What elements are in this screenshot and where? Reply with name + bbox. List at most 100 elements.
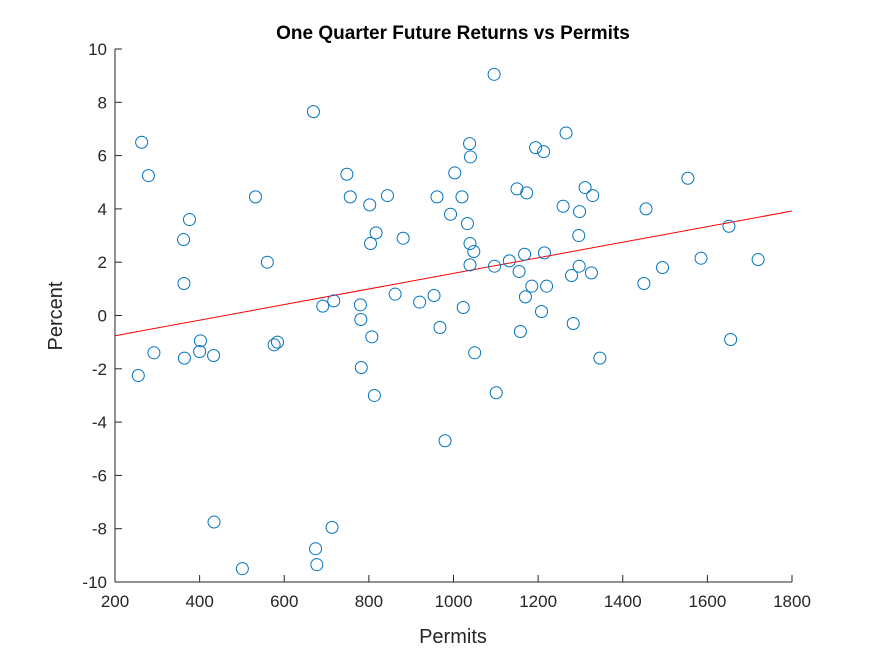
- data-point: [487, 67, 501, 81]
- data-point: [207, 348, 221, 362]
- data-point: [438, 434, 452, 448]
- data-point: [502, 254, 516, 268]
- data-point: [637, 277, 651, 291]
- data-point: [316, 299, 330, 313]
- data-point: [525, 279, 539, 293]
- data-point: [584, 266, 598, 280]
- chart-title: One Quarter Future Returns vs Permits: [276, 23, 630, 44]
- y-tick-label: 4: [98, 200, 107, 219]
- data-point: [456, 301, 470, 315]
- data-point: [141, 169, 155, 183]
- data-point: [463, 150, 477, 164]
- data-point: [463, 137, 477, 151]
- x-tick-label: 400: [185, 592, 213, 611]
- data-point: [681, 171, 695, 185]
- y-tick-label: 0: [98, 307, 107, 326]
- data-point: [310, 558, 324, 572]
- data-point: [267, 338, 281, 352]
- data-point: [193, 334, 207, 348]
- x-tick-label: 1600: [688, 592, 726, 611]
- data-point: [488, 259, 502, 273]
- data-point: [147, 346, 161, 360]
- data-point: [520, 186, 534, 200]
- data-point: [518, 290, 532, 304]
- data-point: [354, 360, 368, 374]
- data-point: [540, 279, 554, 293]
- fit-line-layer: [114, 210, 793, 337]
- data-point: [537, 246, 551, 260]
- data-point: [444, 207, 458, 221]
- y-tick-label: -6: [92, 466, 107, 485]
- data-point: [177, 277, 191, 291]
- data-point: [306, 105, 320, 119]
- y-tick-label: 6: [98, 147, 107, 166]
- data-point: [463, 237, 477, 251]
- data-point: [656, 261, 670, 275]
- data-point: [518, 247, 532, 261]
- data-point: [325, 520, 339, 534]
- data-point: [309, 542, 323, 556]
- data-point: [235, 562, 249, 576]
- data-point: [556, 199, 570, 213]
- y-tick-label: 10: [88, 40, 107, 59]
- data-point: [367, 388, 381, 402]
- data-point: [177, 351, 191, 365]
- data-point: [455, 190, 469, 204]
- x-tick-label: 1200: [519, 592, 557, 611]
- y-tick-label: -8: [92, 520, 107, 539]
- data-point: [460, 217, 474, 231]
- data-point: [639, 202, 653, 216]
- data-point: [573, 205, 587, 219]
- data-point: [260, 255, 274, 269]
- data-point: [327, 294, 341, 308]
- x-tick-label: 1400: [604, 592, 642, 611]
- data-point: [578, 181, 592, 195]
- y-axis-label: Percent: [45, 281, 67, 350]
- data-point: [388, 287, 402, 301]
- x-tick-label: 1000: [435, 592, 473, 611]
- x-tick-label: 600: [270, 592, 298, 611]
- data-point: [467, 245, 481, 259]
- data-point: [513, 324, 527, 338]
- y-tick-label: -10: [82, 573, 107, 592]
- data-point: [177, 233, 191, 247]
- x-axis-label: Permits: [419, 626, 487, 648]
- data-point: [586, 189, 600, 203]
- data-point: [535, 305, 549, 319]
- axes: 200 400 600 800 1000 1200 1400 1600 1800 -10 -8 -6 -…: [82, 40, 810, 611]
- data-point: [340, 167, 354, 181]
- data-point: [559, 126, 573, 140]
- data-point: [566, 316, 580, 330]
- data-point: [380, 189, 394, 203]
- data-point: [448, 166, 462, 180]
- data-point: [593, 351, 607, 365]
- data-point: [565, 269, 579, 283]
- data-point: [182, 213, 196, 227]
- data-point: [413, 295, 427, 309]
- data-point: [463, 258, 477, 272]
- data-point: [433, 320, 447, 334]
- data-point: [722, 219, 736, 233]
- data-point: [510, 182, 524, 196]
- data-point: [572, 229, 586, 243]
- data-point: [468, 346, 482, 360]
- data-point: [751, 253, 765, 267]
- fit-line: [114, 210, 793, 337]
- data-point: [131, 368, 145, 382]
- data-point: [489, 386, 503, 400]
- data-point: [694, 251, 708, 265]
- data-point: [207, 515, 221, 529]
- data-point: [396, 231, 410, 245]
- x-tick-label: 800: [355, 592, 383, 611]
- data-point: [135, 135, 149, 149]
- data-point: [572, 259, 586, 273]
- data-point: [343, 190, 357, 204]
- y-tick-label: -4: [92, 413, 107, 432]
- data-point: [353, 298, 367, 312]
- y-tick-label: -2: [92, 360, 107, 379]
- data-point: [529, 141, 543, 155]
- x-tick-label: 200: [101, 592, 129, 611]
- data-point: [354, 312, 368, 326]
- data-point: [369, 226, 383, 240]
